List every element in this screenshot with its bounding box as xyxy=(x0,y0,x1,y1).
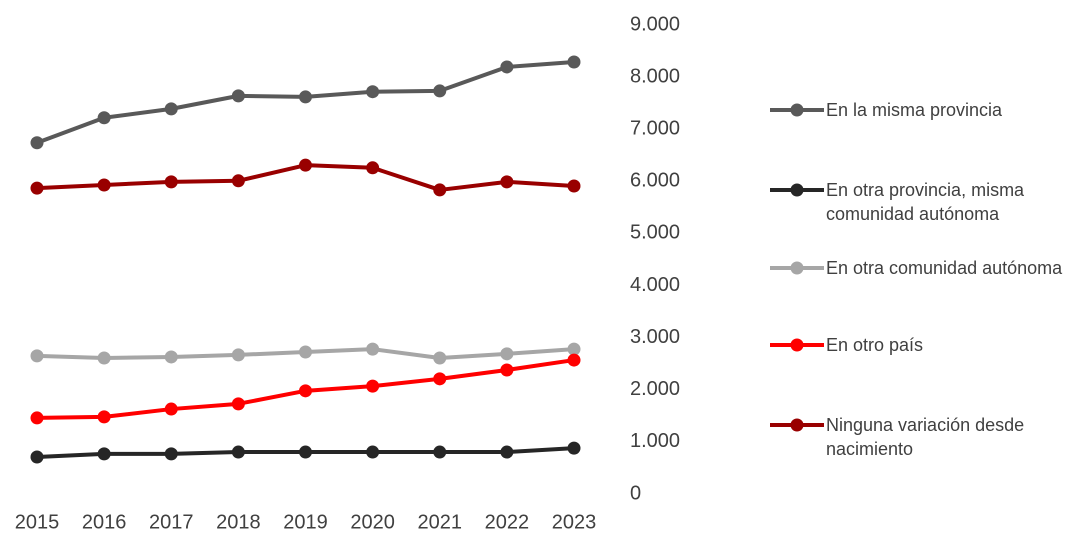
legend-label: En otro país xyxy=(826,335,924,355)
legend-marker xyxy=(790,418,804,432)
point xyxy=(366,379,380,393)
x-tick-label: 2023 xyxy=(552,511,597,533)
point xyxy=(97,111,111,125)
point xyxy=(30,136,44,150)
point xyxy=(97,351,111,365)
point xyxy=(231,174,245,188)
point xyxy=(433,351,447,365)
point xyxy=(366,342,380,356)
y-tick-label: 4.000 xyxy=(630,274,680,296)
point xyxy=(299,158,312,172)
point xyxy=(97,410,111,424)
y-tick-label: 8.000 xyxy=(630,65,680,87)
y-tick-label: 6.000 xyxy=(630,170,680,192)
point xyxy=(164,175,178,189)
y-tick-label: 7.000 xyxy=(630,118,680,140)
point xyxy=(567,179,581,193)
point xyxy=(500,175,514,189)
point xyxy=(231,348,245,362)
point xyxy=(366,161,380,175)
x-tick-label: 2018 xyxy=(216,511,261,533)
legend-label: En otra comunidad autónoma xyxy=(826,258,1063,278)
legend-item: Ninguna variación desde nacimiento xyxy=(770,413,1080,461)
point xyxy=(567,353,581,367)
point xyxy=(30,181,44,195)
point xyxy=(567,342,581,356)
point xyxy=(500,445,514,459)
point xyxy=(231,397,245,411)
legend-item: En otro país xyxy=(770,333,1080,357)
point xyxy=(366,85,380,99)
point xyxy=(500,347,514,361)
point xyxy=(299,345,312,359)
point xyxy=(164,102,178,116)
legend-marker xyxy=(790,338,804,352)
point xyxy=(30,411,44,425)
point xyxy=(366,445,380,459)
legend-item: En otra comunidad autónoma xyxy=(770,256,1080,280)
point xyxy=(97,447,111,461)
point xyxy=(299,445,312,459)
point xyxy=(299,384,312,398)
y-tick-label: 3.000 xyxy=(630,326,680,348)
legend-label: En la misma provincia xyxy=(826,100,1003,120)
y-tick-label: 0 xyxy=(630,482,641,504)
legend-swatch xyxy=(770,103,824,117)
legend-swatch xyxy=(770,418,824,432)
y-tick-label: 1.000 xyxy=(630,430,680,452)
x-tick-label: 2021 xyxy=(418,511,463,533)
point xyxy=(433,183,447,197)
point xyxy=(299,90,312,104)
x-tick-label: 2019 xyxy=(283,511,328,533)
point xyxy=(567,441,581,455)
x-tick-label: 2020 xyxy=(350,511,395,533)
legend-label: Ninguna variación desde nacimiento xyxy=(826,415,1025,459)
point xyxy=(500,60,514,74)
y-tick-label: 9.000 xyxy=(630,13,680,35)
legend-swatch xyxy=(770,183,824,197)
point xyxy=(164,402,178,416)
point xyxy=(433,372,447,386)
legend-item: En la misma provincia xyxy=(770,98,1080,122)
point xyxy=(164,447,178,461)
point xyxy=(97,178,111,192)
x-tick-label: 2016 xyxy=(82,511,127,533)
legend-marker xyxy=(790,261,804,275)
point xyxy=(433,84,447,98)
legend-label: En otra provincia, misma comunidad autón… xyxy=(826,180,1025,224)
legend-marker xyxy=(790,183,804,197)
legend-swatch xyxy=(770,261,824,275)
x-tick-label: 2022 xyxy=(485,511,530,533)
x-tick-label: 2017 xyxy=(149,511,194,533)
point xyxy=(231,89,245,103)
point xyxy=(30,349,44,363)
y-tick-label: 2.000 xyxy=(630,378,680,400)
legend-swatch xyxy=(770,338,824,352)
x-tick-label: 2015 xyxy=(15,511,60,533)
point xyxy=(164,350,178,364)
point xyxy=(231,445,245,459)
legend-marker xyxy=(790,103,804,117)
legend-item: En otra provincia, misma comunidad autón… xyxy=(770,178,1080,226)
point xyxy=(567,55,581,69)
point xyxy=(433,445,447,459)
point xyxy=(30,450,44,464)
y-tick-label: 5.000 xyxy=(630,222,680,244)
point xyxy=(500,363,514,377)
